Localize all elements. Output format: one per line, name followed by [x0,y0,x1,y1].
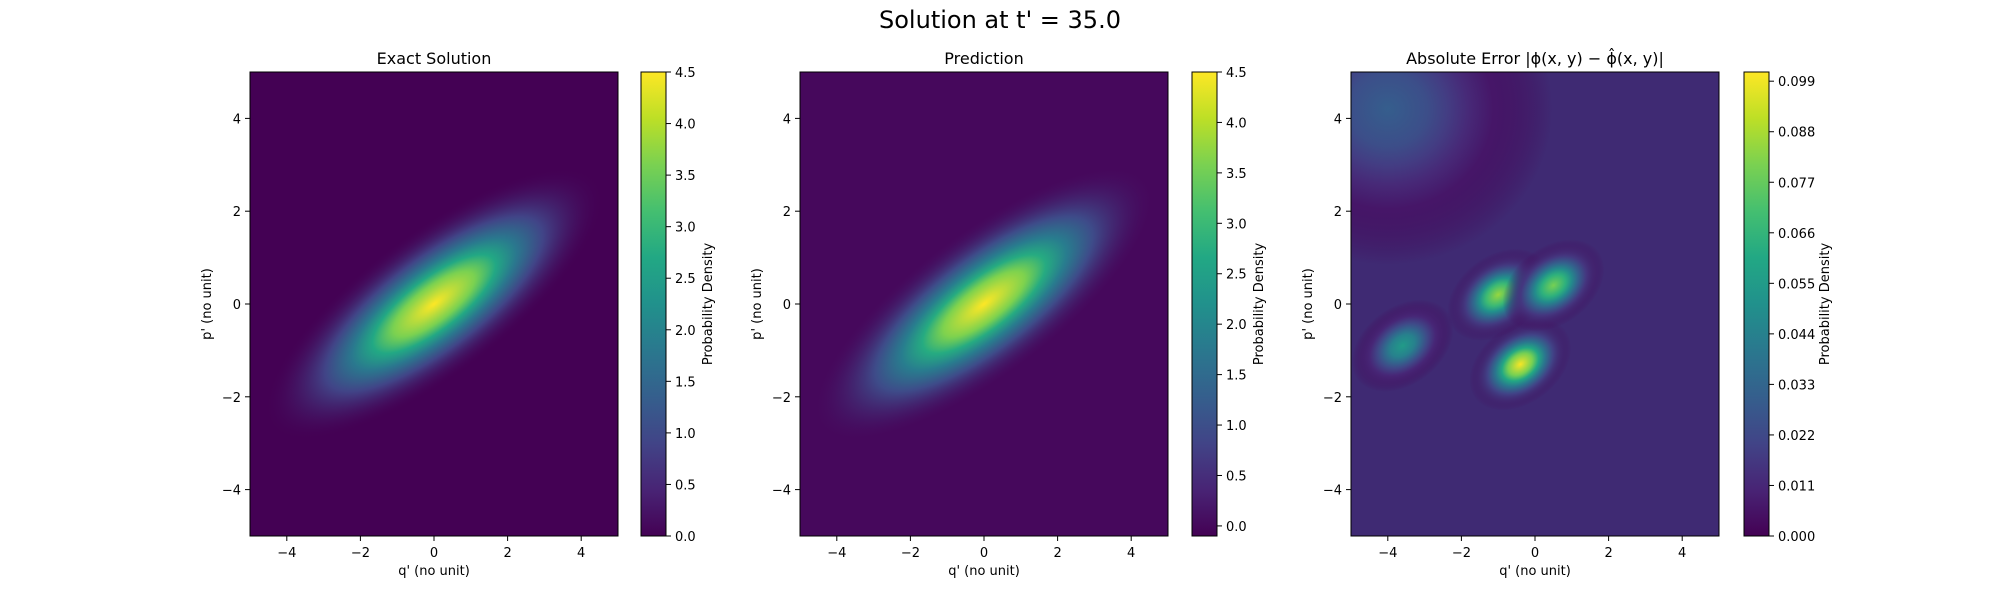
y-axis-ticks: −4 −2 0 2 4 [1323,112,1351,499]
panel-absolute-error: Absolute Error |ϕ(x, y) − ϕ̂(x, y)| −4 −2… [1301,48,1833,579]
heatmap-image [813,167,1155,441]
x-axis-ticks: −4 −2 0 2 4 [827,536,1135,561]
colorbar-ticks: 0.0 0.5 1.0 1.5 2.0 2.5 3.0 3.5 4.0 4.5 [666,66,696,545]
y-tick-label: −2 [1323,391,1342,406]
x-tick-label: 4 [1127,546,1135,561]
colorbar-label: Probability Density [701,243,716,366]
y-tick-label: 2 [783,205,791,220]
y-axis-label: p' (no unit) [750,268,765,340]
x-axis-label: q' (no unit) [1499,564,1571,579]
y-tick-label: −2 [222,391,241,406]
colorbar-tick-label: 0.000 [1778,530,1815,545]
x-tick-label: −2 [351,546,370,561]
colorbar-tick-label: 2.5 [1226,268,1247,283]
colorbar-tick-label: 1.5 [1226,369,1247,384]
y-axis-ticks: −4 −2 0 2 4 [222,112,250,499]
colorbar [640,71,667,537]
x-tick-label: 2 [1053,546,1061,561]
heatmap-blob [1469,318,1572,411]
x-tick-label: −4 [827,546,846,561]
y-tick-label: −4 [772,484,791,499]
x-axis-label: q' (no unit) [948,564,1020,579]
x-tick-label: −4 [1378,546,1397,561]
x-axis-ticks: −4 −2 0 2 4 [1378,536,1686,561]
colorbar-tick-label: 0.5 [1226,469,1247,484]
colorbar-label: Probability Density [1252,243,1267,366]
colorbar-tick-label: 0.099 [1778,75,1815,90]
colorbar-tick-label: 0.055 [1778,277,1815,292]
x-tick-label: −2 [901,546,920,561]
colorbar [1191,71,1218,537]
colorbar-tick-label: 0.033 [1778,378,1815,393]
y-tick-label: 4 [783,112,791,127]
y-tick-label: −4 [222,484,241,499]
colorbar-tick-label: 4.5 [675,66,696,81]
colorbar-tick-label: 3.0 [675,221,696,236]
colorbar-tick-label: 3.0 [1226,217,1247,232]
colorbar-ticks: 0.000 0.011 0.022 0.033 0.044 0.055 0.066 0.077… [1769,75,1815,545]
colorbar-tick-label: 1.0 [675,427,696,442]
colorbar-tick-label: 0.044 [1778,328,1815,343]
colorbar-tick-label: 0.011 [1778,479,1815,494]
y-tick-label: 0 [783,298,791,313]
colorbar-tick-label: 2.0 [675,324,696,339]
colorbar-tick-label: 1.5 [675,375,696,390]
colorbar-tick-label: 3.5 [1226,167,1247,182]
colorbar-tick-label: 1.0 [1226,419,1247,434]
colorbar-ticks: 0.0 0.5 1.0 1.5 2.0 2.5 3.0 3.5 4.0 4.5 [1217,66,1247,535]
heatmap-blob [263,167,605,441]
x-tick-label: 0 [430,546,438,561]
x-tick-label: 4 [1678,546,1686,561]
x-tick-label: 0 [1531,546,1539,561]
panel-title: Exact Solution [377,49,492,68]
heatmap-blob [1502,239,1605,332]
colorbar-tick-label: 0.077 [1778,176,1815,191]
y-tick-label: 0 [233,298,241,313]
y-axis-ticks: −4 −2 0 2 4 [772,112,800,499]
colorbar-tick-label: 0.066 [1778,227,1815,242]
colorbar-tick-label: 4.0 [1226,116,1247,131]
y-axis-label: p' (no unit) [1301,268,1316,340]
colorbar-tick-label: 2.0 [1226,318,1247,333]
x-tick-label: 2 [503,546,511,561]
x-tick-label: −2 [1452,546,1471,561]
colorbar-tick-label: 0.088 [1778,126,1815,141]
y-tick-label: 0 [1334,298,1342,313]
x-axis-label: q' (no unit) [398,564,470,579]
colorbar-tick-label: 4.5 [1226,66,1247,81]
x-tick-label: 4 [577,546,585,561]
y-tick-label: 4 [1334,112,1342,127]
colorbar [1743,71,1770,537]
heatmap-blob [1351,72,1553,265]
y-tick-label: 2 [1334,205,1342,220]
colorbar-tick-label: 0.0 [1226,520,1247,535]
x-tick-label: 0 [980,546,988,561]
colorbar-tick-label: 4.0 [675,118,696,133]
colorbar-tick-label: 3.5 [675,169,696,184]
y-tick-label: −4 [1323,484,1342,499]
x-axis-ticks: −4 −2 0 2 4 [277,536,585,561]
heatmap-blob [1351,299,1454,392]
y-tick-label: 2 [233,205,241,220]
y-tick-label: 4 [233,112,241,127]
panel-title: Prediction [944,49,1023,68]
y-tick-label: −2 [772,391,791,406]
colorbar-tick-label: 0.0 [675,530,696,545]
y-axis-label: p' (no unit) [200,268,215,340]
panel-exact-solution: Exact Solution −4 −2 0 2 4 −4 −2 0 2 4 q' (no un… [200,49,716,579]
colorbar-tick-label: 2.5 [675,272,696,287]
x-tick-label: 2 [1604,546,1612,561]
colorbar-tick-label: 0.022 [1778,429,1815,444]
colorbar-label: Probability Density [1818,243,1833,366]
panel-title: Absolute Error |ϕ(x, y) − ϕ̂(x, y)| [1406,48,1664,68]
heatmap-image [263,167,605,441]
heatmap-blob [813,167,1155,441]
figure-title: Solution at t' = 35.0 [879,6,1121,34]
x-tick-label: −4 [277,546,296,561]
heatmap-image [1351,72,1605,411]
colorbar-tick-label: 0.5 [675,478,696,493]
